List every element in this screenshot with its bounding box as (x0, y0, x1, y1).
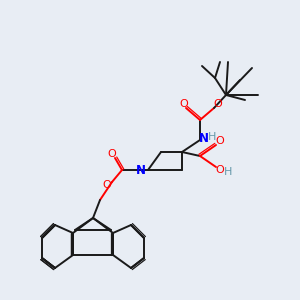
Text: N: N (136, 164, 146, 176)
Text: N: N (199, 133, 209, 146)
Text: O: O (216, 136, 224, 146)
Text: O: O (216, 165, 224, 175)
Text: O: O (214, 99, 222, 109)
Text: O: O (108, 149, 116, 159)
Text: O: O (103, 180, 111, 190)
Text: O: O (180, 99, 188, 109)
Text: H: H (224, 167, 232, 177)
Text: H: H (208, 132, 216, 142)
